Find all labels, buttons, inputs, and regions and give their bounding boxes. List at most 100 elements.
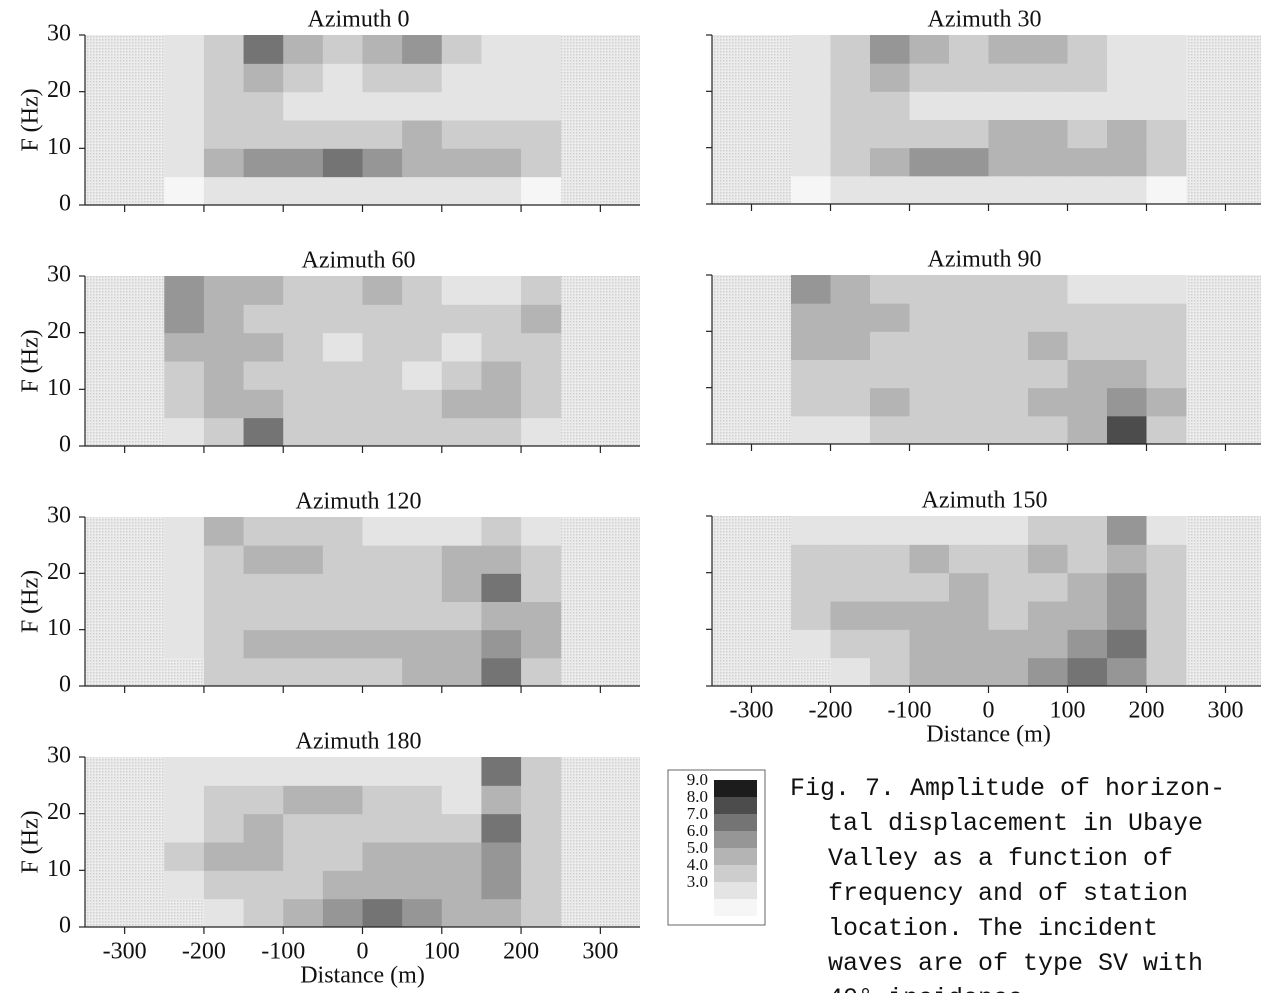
heat-cell: [243, 176, 284, 206]
y-tick-label: 20: [47, 77, 71, 103]
heat-cell: [322, 91, 363, 121]
heat-cell: [481, 757, 522, 786]
heat-cell: [203, 389, 245, 419]
heat-cell: [362, 657, 403, 687]
heat-cell: [283, 332, 324, 362]
heat-cell: [949, 544, 989, 574]
heat-cell: [1028, 629, 1068, 659]
heat-cell: [1028, 359, 1068, 389]
heat-cell: [481, 35, 522, 64]
heat-cell: [1107, 415, 1147, 445]
panel-title: Azimuth 60: [302, 248, 416, 274]
heat-cell: [362, 517, 403, 546]
heat-cell: [1067, 91, 1108, 120]
heat-cell: [402, 785, 443, 815]
heat-cell: [362, 601, 403, 631]
heat-cell: [283, 842, 324, 871]
heat-cell: [283, 813, 324, 843]
heat-cell: [988, 119, 1029, 149]
heat-cell: [164, 304, 205, 334]
heat-cell: [402, 276, 443, 305]
heat-cell: [283, 629, 324, 659]
heat-cell: [402, 842, 443, 871]
heat-cell: [791, 35, 831, 64]
heat-cell: [791, 119, 831, 149]
heat-cell: [949, 359, 989, 389]
heat-cell: [1107, 359, 1147, 389]
heat-cell: [402, 545, 443, 574]
colorbar-swatch: [714, 780, 757, 797]
heat-cell: [283, 657, 324, 687]
x-tick-label: -100: [261, 939, 305, 965]
heat-cell: [481, 842, 522, 871]
heat-cell: [402, 91, 443, 121]
heat-cell: [1028, 303, 1068, 332]
heat-cell: [203, 757, 245, 786]
x-tick-label: 200: [503, 939, 539, 965]
heat-cell: [203, 870, 245, 900]
y-axis-label: F (Hz): [18, 329, 44, 392]
heat-cell: [362, 417, 403, 447]
heat-cell: [1146, 544, 1187, 574]
heat-cell: [870, 359, 910, 389]
heat-cell: [988, 359, 1029, 389]
heat-cell: [949, 331, 989, 360]
heat-cell: [243, 898, 284, 928]
heat-cell: [322, 573, 363, 602]
heat-cell: [362, 63, 403, 93]
heat-cell: [164, 757, 205, 786]
heat-cell: [402, 120, 443, 149]
heat-cell: [909, 572, 950, 602]
heat-cell: [402, 35, 443, 64]
heat-cell: [988, 601, 1029, 630]
heat-cell: [164, 601, 205, 631]
heat-cell: [283, 120, 324, 149]
heat-cell: [441, 148, 482, 178]
heat-cell: [203, 148, 245, 178]
heat-cell: [521, 35, 562, 64]
y-tick-label: 0: [59, 432, 71, 458]
y-tick-label: 20: [47, 318, 71, 344]
heat-cell: [521, 545, 562, 574]
heat-cell: [322, 332, 363, 362]
y-axis-label: F (Hz): [18, 810, 44, 873]
heat-cell: [1146, 303, 1187, 332]
heat-cell: [164, 91, 205, 121]
heat-cell: [481, 573, 522, 602]
heat-cell: [243, 629, 284, 659]
heat-cell: [481, 361, 522, 390]
heat-cell: [791, 303, 831, 332]
heat-cell: [1028, 516, 1068, 545]
heat-cell: [243, 361, 284, 390]
heat-cell: [481, 417, 522, 447]
heat-cell: [362, 176, 403, 206]
heat-cell: [164, 842, 205, 871]
heat-cell: [441, 120, 482, 149]
heat-cell: [243, 276, 284, 305]
heat-cell: [322, 304, 363, 334]
colorbar-label: 5.0: [687, 838, 708, 857]
heat-cell: [949, 601, 989, 630]
y-tick-label: 30: [47, 21, 71, 47]
heat-cell: [203, 63, 245, 93]
heat-cell: [441, 842, 482, 871]
heat-cell: [402, 898, 443, 928]
heat-cell: [870, 91, 910, 120]
heat-cell: [1146, 331, 1187, 360]
heat-cell: [402, 176, 443, 206]
heat-cell: [164, 176, 205, 206]
heat-cell: [1067, 35, 1108, 64]
heat-cell: [402, 629, 443, 659]
x-tick-label: 300: [582, 939, 618, 965]
heat-cell: [481, 304, 522, 334]
heat-cell: [1028, 572, 1068, 602]
heat-cell: [283, 898, 324, 928]
heat-cell: [243, 63, 284, 93]
heat-cell: [988, 35, 1029, 64]
heat-cell: [870, 119, 910, 149]
y-tick-label: 10: [47, 615, 71, 641]
heat-cell: [949, 35, 989, 64]
heat-cell: [322, 35, 363, 64]
heat-cell: [362, 842, 403, 871]
heat-cell: [362, 35, 403, 64]
